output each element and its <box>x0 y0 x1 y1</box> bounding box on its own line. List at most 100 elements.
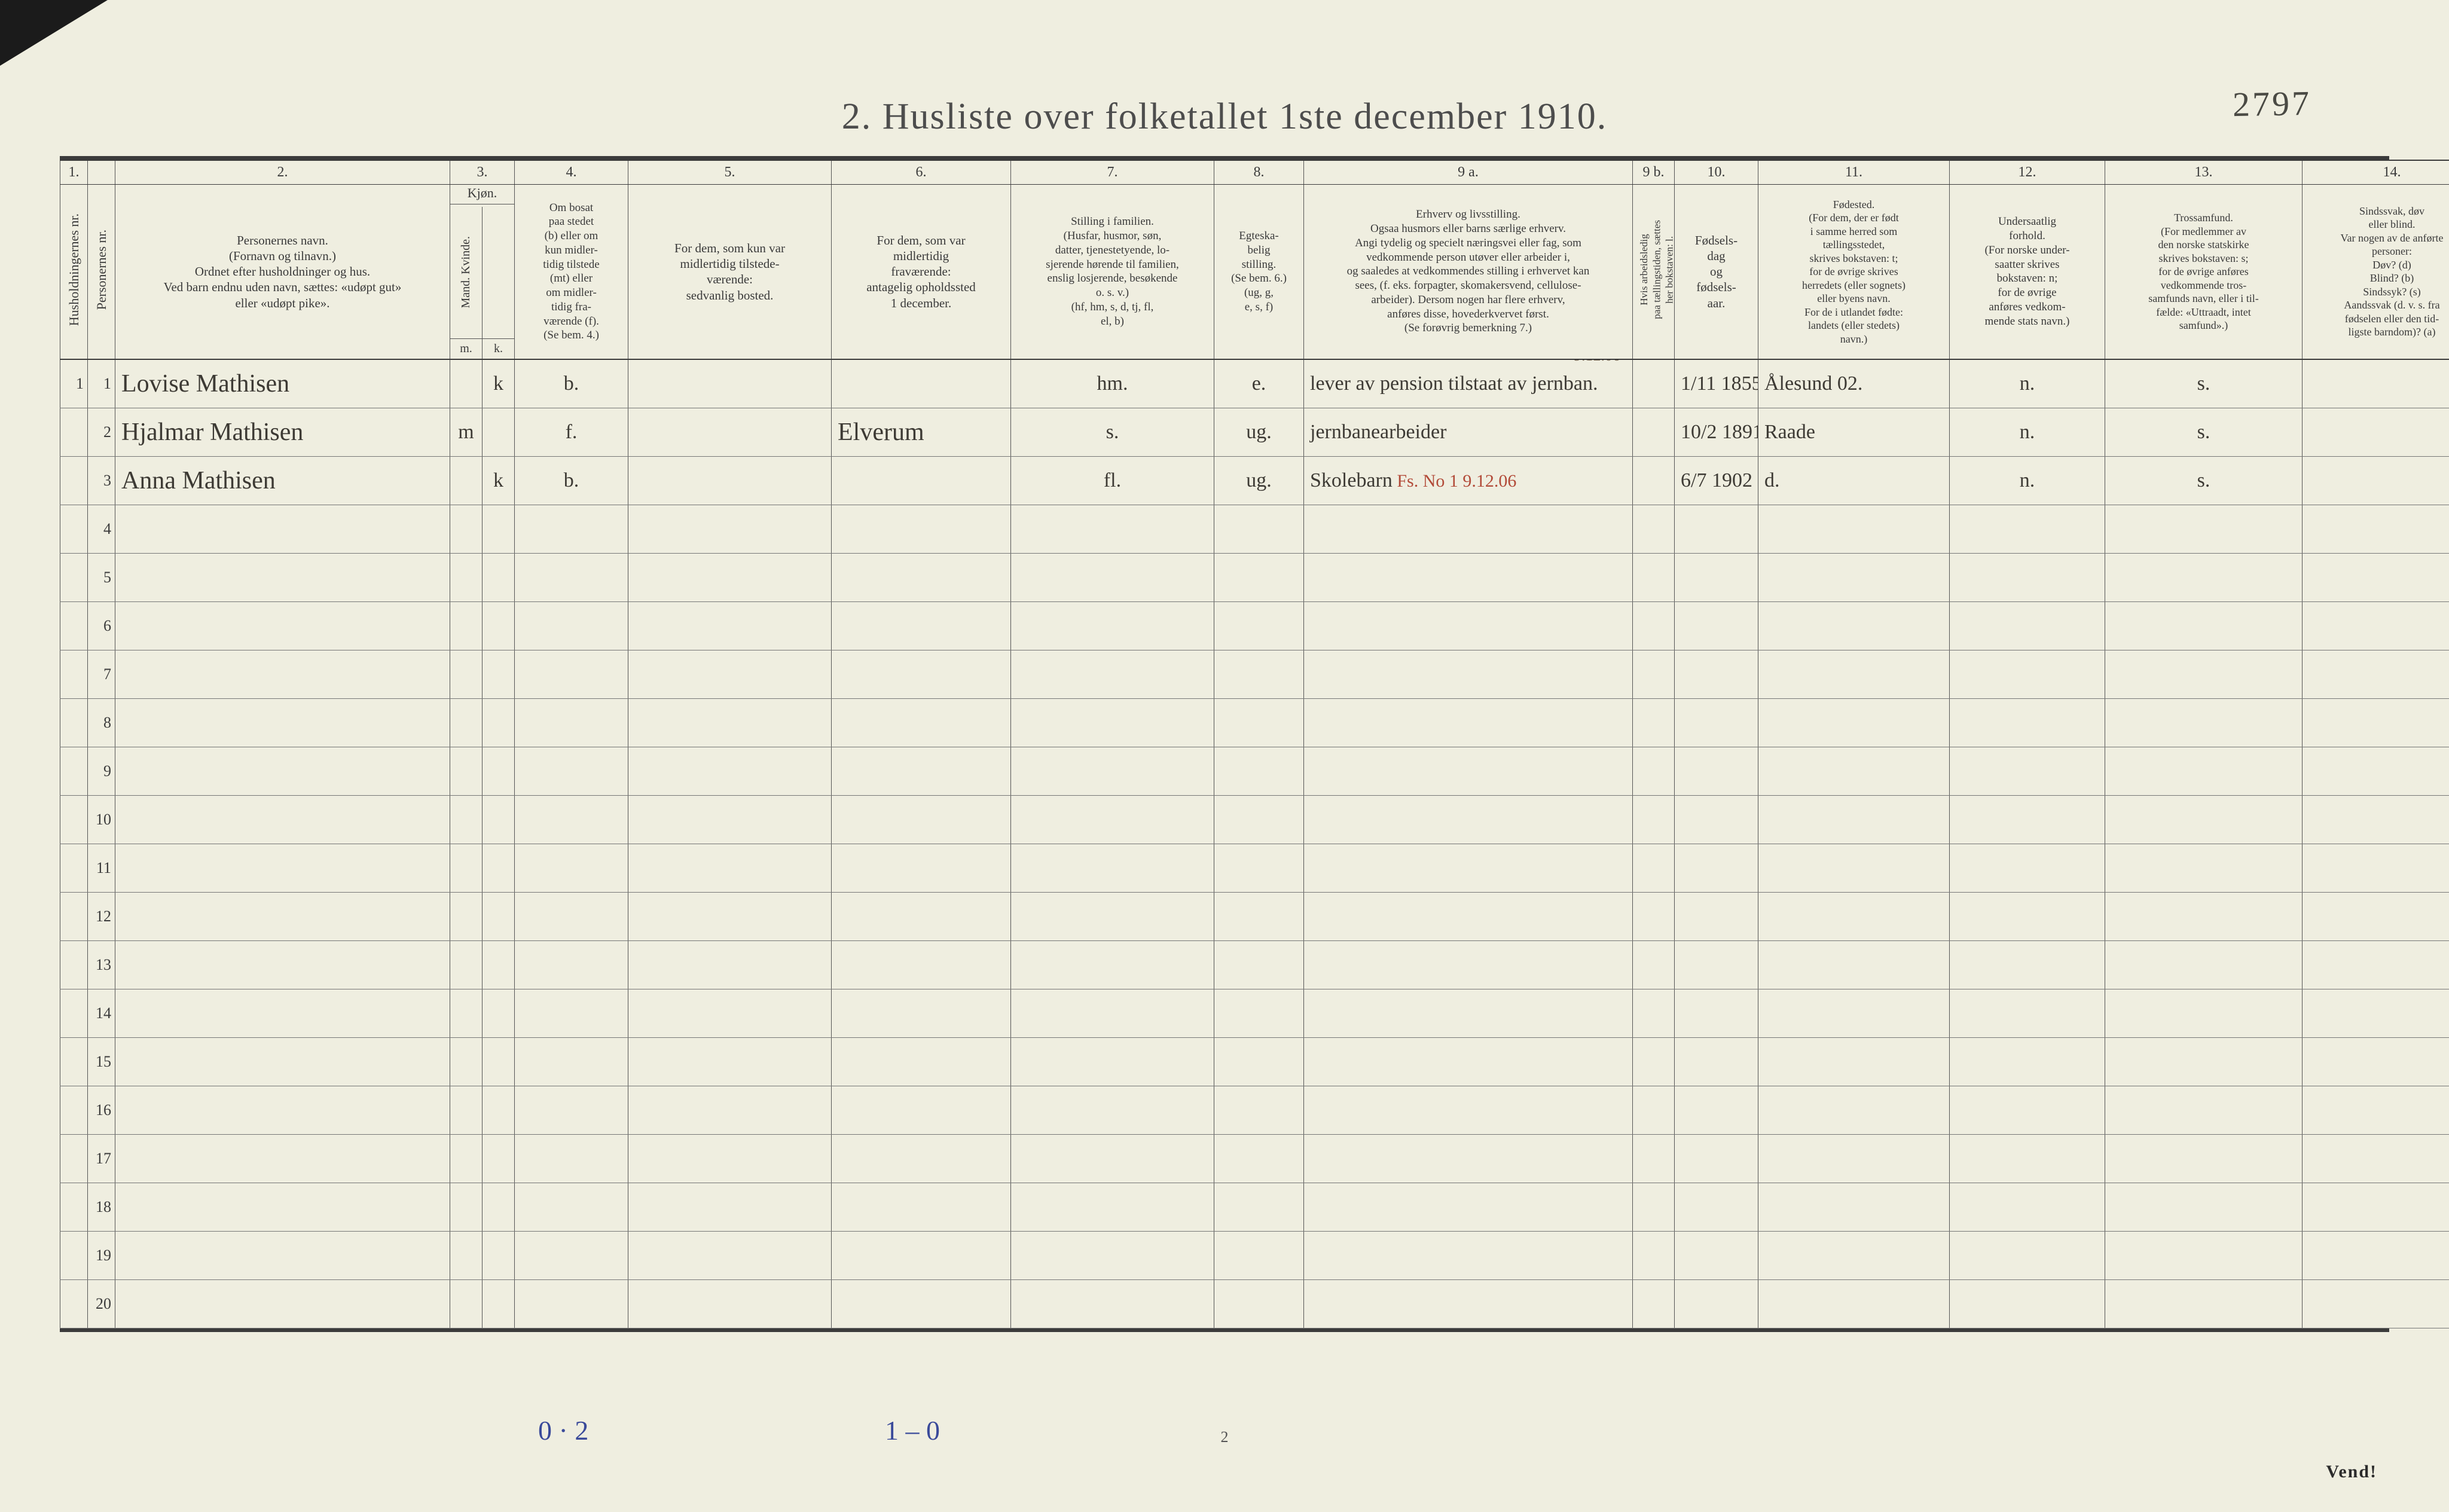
cell-empty <box>1633 505 1675 553</box>
cell-empty <box>1758 989 1950 1037</box>
cell-empty <box>450 505 483 553</box>
cell-empty <box>1214 505 1304 553</box>
cell-empty <box>1214 747 1304 795</box>
cell-empty <box>1758 795 1950 844</box>
hnum-3: 3. <box>450 160 515 185</box>
pencil-note-left: 0 · 2 <box>538 1415 588 1446</box>
cell-household-nr <box>60 601 88 650</box>
hdr-arbledig-text: Hvis arbeidsledig paa tællingstiden, sæt… <box>1638 216 1676 323</box>
cell-empty <box>1758 601 1950 650</box>
cell-empty <box>1950 553 2105 601</box>
cell-empty <box>628 505 832 553</box>
cell-empty <box>832 1231 1011 1279</box>
cell-empty <box>1214 844 1304 892</box>
cell-empty <box>450 892 483 940</box>
erhverv-text: jernbanearbeider <box>1310 421 1446 443</box>
cell-empty <box>832 1183 1011 1231</box>
cell-empty <box>483 505 515 553</box>
cell-empty <box>515 505 628 553</box>
cell-household-nr <box>60 456 88 505</box>
erhverv-superscript: 9.12.06 <box>1574 359 1620 365</box>
cell-empty <box>2105 505 2303 553</box>
table-row-empty: 10 <box>60 795 2449 844</box>
cell-empty <box>2303 698 2449 747</box>
cell-tros: s. <box>2105 408 2303 456</box>
cell-empty <box>1675 698 1758 747</box>
cell-household-nr <box>60 1279 88 1328</box>
cell-mt-sted <box>628 408 832 456</box>
cell-empty <box>1011 989 1214 1037</box>
cell-empty <box>1675 1086 1758 1134</box>
cell-empty <box>1758 553 1950 601</box>
table-row-empty: 14 <box>60 989 2449 1037</box>
cell-empty <box>832 1086 1011 1134</box>
cell-empty <box>483 844 515 892</box>
cell-person-nr: 18 <box>88 1183 115 1231</box>
cell-empty <box>1011 1134 1214 1183</box>
cell-empty <box>483 601 515 650</box>
cell-household-nr <box>60 1134 88 1183</box>
cell-egte: e. <box>1214 359 1304 408</box>
table-body: 11Lovise Mathisenkb.hm.e.lever av pensio… <box>60 359 2449 1328</box>
cell-empty <box>1304 1037 1633 1086</box>
cell-erhverv: lever av pension tilstaat av jernban. 9.1… <box>1304 359 1633 408</box>
cell-empty <box>450 747 483 795</box>
cell-empty <box>1304 698 1633 747</box>
cell-empty <box>1675 505 1758 553</box>
cell-empty <box>628 1231 832 1279</box>
cell-sex-k: k <box>483 359 515 408</box>
cell-empty <box>1633 601 1675 650</box>
cell-empty <box>115 1037 450 1086</box>
hnum-6: 6. <box>832 160 1011 185</box>
turn-over-label: Vend! <box>2326 1462 2377 1482</box>
cell-empty <box>1304 505 1633 553</box>
erhverv-text: lever av pension tilstaat av jernban. <box>1310 372 1598 395</box>
cell-household-nr <box>60 408 88 456</box>
table-row-empty: 15 <box>60 1037 2449 1086</box>
hnum-11: 11. <box>1758 160 1950 185</box>
cell-empty <box>832 940 1011 989</box>
cell-empty <box>628 650 832 698</box>
cell-name: Hjalmar Mathisen <box>115 408 450 456</box>
cell-household-nr <box>60 1183 88 1231</box>
cell-empty <box>628 940 832 989</box>
cell-famstill: hm. <box>1011 359 1214 408</box>
cell-person-nr: 5 <box>88 553 115 601</box>
cell-empty <box>1011 1279 1214 1328</box>
hdr-person-nr: Personernes nr. <box>88 185 115 359</box>
cell-empty <box>1011 698 1214 747</box>
cell-household-nr <box>60 795 88 844</box>
cell-empty <box>628 892 832 940</box>
cell-empty <box>2303 505 2449 553</box>
hnum-9a: 9 a. <box>1304 160 1633 185</box>
cell-empty <box>832 989 1011 1037</box>
cell-empty <box>450 989 483 1037</box>
table-row-empty: 5 <box>60 553 2449 601</box>
cell-empty <box>1758 1086 1950 1134</box>
cell-empty <box>832 553 1011 601</box>
cell-empty <box>115 989 450 1037</box>
cell-empty <box>450 650 483 698</box>
hnum-14: 14. <box>2303 160 2449 185</box>
cell-empty <box>1214 1279 1304 1328</box>
cell-empty <box>2105 1279 2303 1328</box>
cell-empty <box>1011 1231 1214 1279</box>
cell-empty <box>1304 553 1633 601</box>
cell-empty <box>450 1037 483 1086</box>
cell-empty <box>1304 940 1633 989</box>
cell-fdato: 6/7 1902 <box>1675 456 1758 505</box>
cell-empty <box>1633 1279 1675 1328</box>
page-title: 2. Husliste over folketallet 1ste decemb… <box>48 96 2401 138</box>
cell-empty <box>1011 1086 1214 1134</box>
cell-empty <box>115 698 450 747</box>
hdr-fsted: Fødested. (For dem, der er født i samme … <box>1758 185 1950 359</box>
cell-empty <box>1758 1134 1950 1183</box>
cell-person-nr: 15 <box>88 1037 115 1086</box>
cell-empty <box>1633 1086 1675 1134</box>
table-row-empty: 12 <box>60 892 2449 940</box>
cell-empty <box>2303 553 2449 601</box>
cell-empty <box>515 795 628 844</box>
cell-empty <box>483 989 515 1037</box>
cell-empty <box>1950 1086 2105 1134</box>
table-row: 11Lovise Mathisenkb.hm.e.lever av pensio… <box>60 359 2449 408</box>
